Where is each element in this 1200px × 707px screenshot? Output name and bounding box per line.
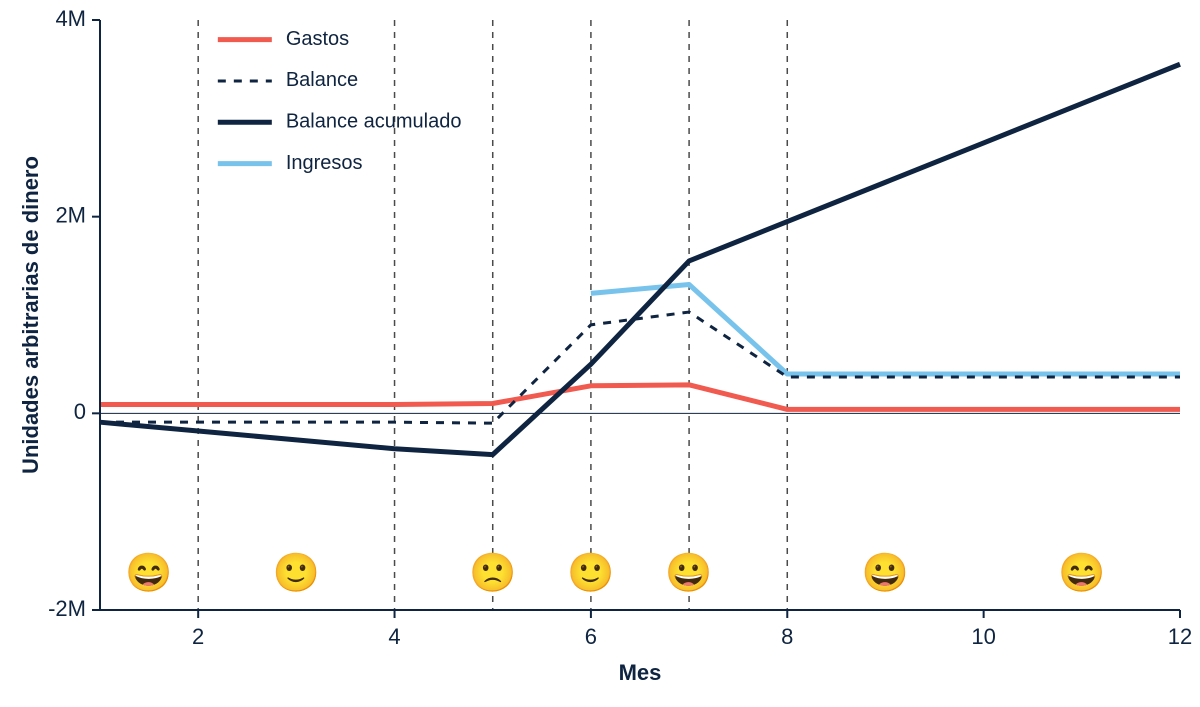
x-tick-label: 12	[1168, 624, 1192, 649]
emoji-icon: 😄	[125, 552, 172, 595]
emoji-icon: 😀	[862, 552, 909, 595]
legend-label-balance: Balance	[286, 69, 358, 91]
x-tick-label: 4	[388, 624, 400, 649]
y-tick-label: 4M	[55, 6, 86, 31]
x-tick-label: 10	[971, 624, 995, 649]
chart-container: -2M 0 2M 4M 2 4 6 8 10 12 Unidades arbitrarias de …	[0, 0, 1200, 707]
y-tick-label: 2M	[55, 202, 86, 227]
y-tick-label: -2M	[48, 596, 86, 621]
emoji-icon: 🙂	[567, 552, 614, 595]
emoji-icon: 😀	[665, 552, 712, 595]
emoji-icon: 😄	[1058, 552, 1105, 595]
emoji-icon: 🙂	[273, 552, 320, 595]
x-tick-label: 6	[585, 624, 597, 649]
legend-label-ingresos: Ingresos	[286, 152, 363, 174]
legend-label-gastos: Gastos	[286, 28, 349, 50]
emoji-icon: 🙁	[469, 552, 516, 595]
financial-line-chart: -2M 0 2M 4M 2 4 6 8 10 12 Unidades arbitrarias de …	[0, 0, 1200, 707]
y-tick-label: 0	[74, 399, 86, 424]
legend-label-balance_acum: Balance acumulado	[286, 111, 462, 133]
y-axis-label: Unidades arbitrarias de dinero	[18, 156, 43, 474]
x-axis-label: Mes	[619, 660, 662, 685]
x-tick-label: 8	[781, 624, 793, 649]
x-tick-label: 2	[192, 624, 204, 649]
